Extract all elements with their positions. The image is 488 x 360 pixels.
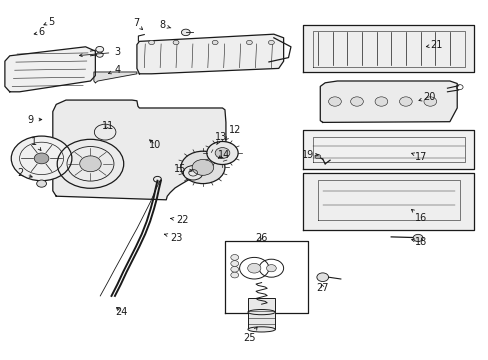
Text: 27: 27 bbox=[316, 283, 328, 293]
Circle shape bbox=[314, 154, 320, 159]
Polygon shape bbox=[137, 34, 283, 74]
Polygon shape bbox=[303, 130, 473, 169]
Text: 10: 10 bbox=[149, 140, 162, 150]
Circle shape bbox=[412, 234, 422, 242]
Text: 19: 19 bbox=[301, 150, 318, 160]
Text: 17: 17 bbox=[411, 152, 427, 162]
Circle shape bbox=[181, 29, 190, 36]
Ellipse shape bbox=[247, 310, 275, 315]
Circle shape bbox=[316, 273, 328, 282]
Circle shape bbox=[215, 148, 229, 158]
Text: 23: 23 bbox=[164, 233, 182, 243]
Text: 18: 18 bbox=[411, 237, 427, 247]
Circle shape bbox=[246, 40, 252, 45]
Text: 22: 22 bbox=[170, 215, 188, 225]
Text: 4: 4 bbox=[108, 65, 120, 75]
Polygon shape bbox=[303, 25, 473, 72]
Text: 16: 16 bbox=[410, 210, 427, 223]
Circle shape bbox=[374, 97, 387, 106]
Polygon shape bbox=[303, 173, 473, 230]
Circle shape bbox=[96, 52, 103, 57]
Circle shape bbox=[181, 151, 224, 184]
Polygon shape bbox=[5, 47, 95, 92]
Circle shape bbox=[173, 40, 179, 45]
Circle shape bbox=[230, 272, 238, 278]
Text: 14: 14 bbox=[217, 150, 230, 160]
Text: 8: 8 bbox=[159, 20, 170, 30]
Circle shape bbox=[266, 265, 276, 272]
Text: 7: 7 bbox=[133, 18, 142, 30]
Circle shape bbox=[206, 141, 238, 165]
Text: 9: 9 bbox=[28, 114, 41, 125]
Circle shape bbox=[350, 97, 363, 106]
Text: 11: 11 bbox=[101, 121, 114, 131]
Circle shape bbox=[423, 97, 436, 106]
Text: 24: 24 bbox=[115, 307, 127, 317]
Circle shape bbox=[37, 180, 46, 187]
Circle shape bbox=[230, 255, 238, 260]
Polygon shape bbox=[94, 72, 137, 83]
Circle shape bbox=[34, 153, 49, 164]
Circle shape bbox=[230, 266, 238, 272]
Circle shape bbox=[212, 40, 218, 45]
Circle shape bbox=[96, 46, 103, 52]
Circle shape bbox=[328, 97, 341, 106]
Text: 20: 20 bbox=[418, 92, 435, 102]
Text: 13: 13 bbox=[215, 132, 227, 145]
Circle shape bbox=[80, 156, 101, 172]
Text: 15: 15 bbox=[173, 164, 192, 174]
Text: 12: 12 bbox=[225, 125, 241, 140]
Text: 3: 3 bbox=[80, 47, 120, 57]
Text: 21: 21 bbox=[426, 40, 442, 50]
Polygon shape bbox=[320, 81, 456, 122]
Circle shape bbox=[192, 159, 213, 175]
Bar bbox=[247, 298, 275, 329]
Polygon shape bbox=[53, 100, 225, 200]
Text: 6: 6 bbox=[34, 27, 44, 37]
Ellipse shape bbox=[247, 327, 275, 332]
Text: 25: 25 bbox=[243, 327, 257, 343]
Circle shape bbox=[268, 40, 274, 45]
Circle shape bbox=[230, 261, 238, 266]
Circle shape bbox=[183, 166, 203, 180]
Circle shape bbox=[11, 136, 72, 181]
Circle shape bbox=[148, 40, 154, 45]
Text: 1: 1 bbox=[31, 137, 41, 150]
Circle shape bbox=[247, 264, 261, 273]
Circle shape bbox=[399, 97, 411, 106]
Text: 26: 26 bbox=[255, 233, 267, 243]
Text: 2: 2 bbox=[18, 168, 32, 178]
Text: 5: 5 bbox=[44, 17, 54, 27]
